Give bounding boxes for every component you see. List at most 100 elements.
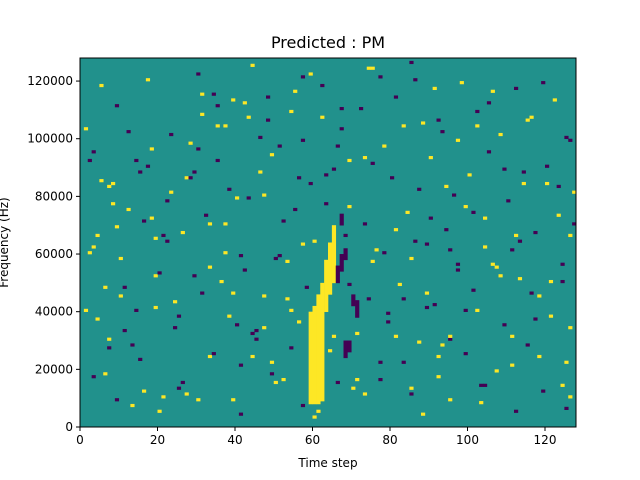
heatmap-cell [176,314,182,318]
heatmap-cell [262,193,267,197]
heatmap-cell [176,386,182,390]
heatmap-cell [560,383,565,387]
heatmap-cell [483,216,488,220]
y-tick-label: 60000 [35,247,73,261]
y-tick-label: 80000 [35,189,73,203]
heatmap-cell [405,210,410,214]
heatmap-cell [444,184,449,189]
heatmap-cell [335,380,340,385]
heatmap-cell [91,150,96,154]
heatmap-cell [374,248,379,252]
heatmap-cell [227,314,232,318]
heatmap-cell [564,135,569,140]
heatmap-cell [293,207,298,212]
heatmap-cell [107,337,112,341]
heatmap-cell [498,274,503,278]
heatmap-cell [390,176,395,180]
heatmap-cell [514,409,519,413]
heatmap-cell [289,109,294,114]
heatmap-cell [494,369,499,373]
heatmap-cell [339,254,344,272]
heatmap-cell [502,323,507,327]
heatmap-cell [219,279,224,284]
heatmap-cell [448,398,453,402]
heatmap-cell [560,262,565,266]
heatmap-cell [568,395,573,399]
heatmap-cell [207,265,213,269]
heatmap-cell [370,259,375,263]
heatmap-cell [312,305,317,405]
heatmap-cell [409,392,414,396]
heatmap-cell [300,242,306,246]
heatmap-cell [99,179,104,183]
heatmap-cell [440,130,445,134]
heatmap-cell [378,377,383,382]
heatmap-cell [455,138,461,142]
heatmap-cell [529,291,534,295]
heatmap-cell [382,144,387,148]
heatmap-cell [378,75,383,79]
heatmap-cell [355,300,360,318]
heatmap-cell [134,158,139,163]
heatmap-cell [173,326,178,330]
heatmap-cell [231,98,236,102]
x-axis-ticks: 0 20 40 60 80 100 120 [76,427,556,447]
heatmap-cell [494,265,499,269]
heatmap-cell [180,230,185,235]
heatmap-cell [281,219,286,223]
heatmap-cell [200,112,205,116]
heatmap-cell [308,311,313,405]
heatmap-cell [378,360,383,364]
heatmap-cell [207,354,213,359]
heatmap-cell [114,398,120,402]
heatmap-cell [362,392,368,396]
x-tick-label: 80 [382,433,397,447]
heatmap-cell [424,242,430,246]
heatmap-cell [211,92,216,96]
heatmap-cell [475,124,480,128]
heatmap-cell [552,98,557,102]
heatmap-cell [548,279,554,284]
x-tick-label: 60 [305,433,320,447]
heatmap-cell [223,222,228,226]
heatmap-cell [169,190,174,194]
heatmap-cell [308,181,313,186]
heatmap-cell [448,337,453,341]
heatmap-cell [293,89,298,93]
heatmap-cell [300,403,306,408]
heatmap-cell [91,245,96,249]
heatmap-cell [277,144,282,148]
heatmap-cell [541,389,546,393]
heatmap-cell [401,124,406,128]
heatmap-cell [188,141,193,145]
heatmap-cell [142,389,147,393]
heatmap-cell [366,297,371,301]
heatmap-cell [498,132,503,137]
heatmap-cell [91,375,96,379]
y-tick-label: 40000 [35,305,73,319]
heatmap-cell [370,66,375,70]
heatmap-cell [529,115,534,119]
heatmap-cell [118,256,123,261]
heatmap-cell [564,360,569,364]
heatmap-cell [401,297,406,301]
x-tick-label: 120 [534,433,557,447]
heatmap-cell [545,164,550,168]
heatmap-cell [320,83,325,88]
heatmap-cell [312,415,317,419]
heatmap-cell [455,268,461,272]
heatmap-cell [463,352,468,356]
heatmap-cell [355,377,360,382]
heatmap-cell [262,294,267,298]
heatmap-cell [300,138,306,142]
y-axis-ticks: 0 20000 40000 60000 80000 100000 120000 [27,74,80,434]
heatmap-cell [138,170,143,174]
heatmap-cell [153,274,158,278]
heatmap-cell [525,343,530,347]
heatmap-cell [556,213,561,217]
heatmap-cell [331,225,337,284]
heatmap-cell [149,147,154,151]
heatmap-cell [297,320,302,324]
heatmap-cell [448,248,453,252]
heatmap-cell [235,323,240,327]
